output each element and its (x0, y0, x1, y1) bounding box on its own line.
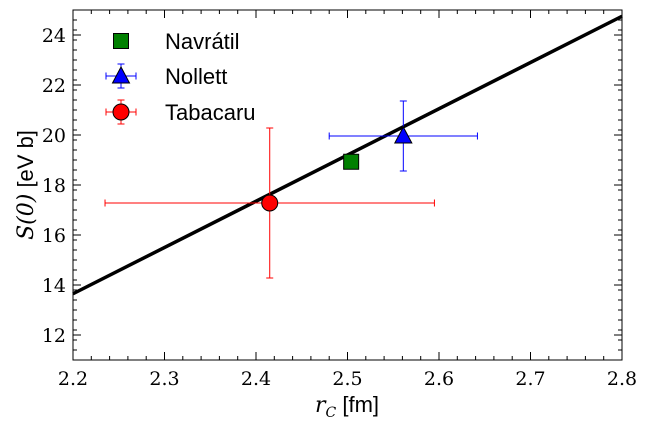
x-tick-label: 2.4 (241, 368, 271, 390)
y-tick-label: 12 (42, 325, 66, 347)
legend-navrtil-marker (113, 33, 129, 49)
x-axis-label: rC [fm] (315, 392, 379, 421)
legend-nollett-marker (111, 65, 131, 84)
y-tick-label: 18 (42, 175, 66, 197)
point-tabacaru (261, 194, 279, 212)
x-tick-label: 2.6 (424, 368, 454, 390)
y-tick-label: 14 (42, 275, 66, 297)
legend-nollett-label: Nollett (165, 64, 227, 89)
x-tick-label: 2.8 (607, 368, 637, 390)
point-navrtil (343, 153, 360, 170)
points-layer (104, 100, 478, 279)
y-tick-label: 24 (42, 25, 66, 47)
plot-background (73, 10, 622, 360)
legend: Navrátil Nollett Tabacaru (105, 29, 256, 125)
tick-labels: 2.2 2.3 2.4 2.5 2.6 2.7 2.8 12 14 16 18 20 22 24 (42, 25, 637, 390)
y-tick-label: 22 (42, 75, 66, 97)
legend-navrtil-label: Navrátil (165, 29, 240, 54)
plot-frame (72, 9, 623, 361)
x-tick-label: 2.2 (58, 368, 88, 390)
y-tick-label: 16 (42, 225, 66, 247)
x-tick-label: 2.7 (515, 368, 545, 390)
point-nollett (393, 125, 413, 144)
y-axis-label: S(0) [eV b] (13, 130, 39, 240)
y-tick-label: 20 (42, 125, 66, 147)
legend-tabacaru-label: Tabacaru (165, 100, 256, 125)
x-tick-label: 2.5 (332, 368, 362, 390)
legend-tabacaru-marker (112, 103, 130, 121)
x-tick-label: 2.3 (149, 368, 179, 390)
